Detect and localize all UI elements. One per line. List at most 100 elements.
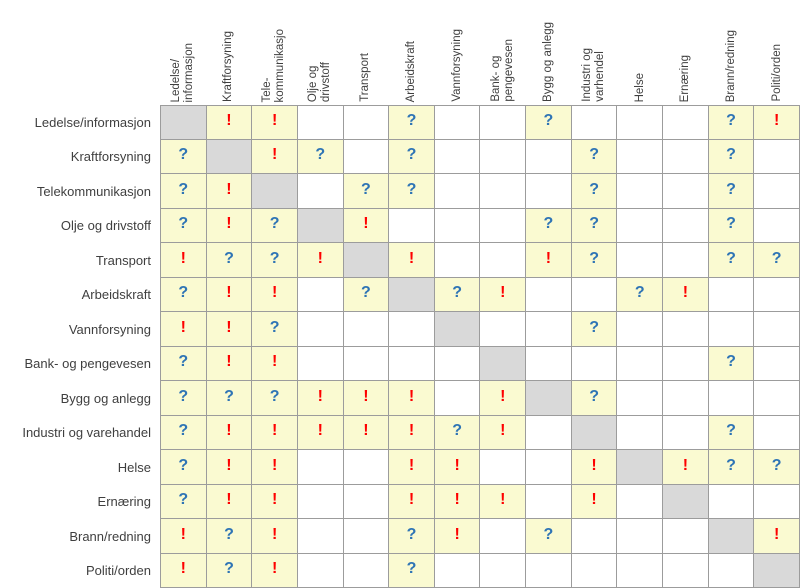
empty-cell bbox=[663, 105, 709, 140]
diagonal-cell bbox=[252, 174, 298, 209]
empty-cell bbox=[297, 519, 344, 554]
question-mark: ? bbox=[589, 146, 599, 164]
exclamation-mark: ! bbox=[271, 560, 278, 578]
empty-cell bbox=[617, 553, 664, 588]
matrix-row-cells: !??!!!??? bbox=[160, 243, 800, 278]
exclamation-mark: ! bbox=[226, 284, 232, 302]
exclamation-mark: ! bbox=[226, 456, 232, 474]
matrix-cell-critical: ! bbox=[206, 484, 253, 519]
exclamation-mark: ! bbox=[271, 422, 278, 440]
exclamation-mark: ! bbox=[180, 249, 186, 267]
column-header: Olje og drivstoff bbox=[297, 0, 343, 105]
question-mark: ? bbox=[589, 387, 599, 405]
exclamation-mark: ! bbox=[226, 422, 232, 440]
matrix-cell-uncertain: ? bbox=[571, 139, 618, 174]
column-headers: Ledelse/ informasjon Kraftforsyning Tele- … bbox=[160, 0, 800, 105]
question-mark: ? bbox=[589, 215, 599, 233]
matrix-cell-critical: ! bbox=[161, 312, 207, 347]
row-header: Ledelse/informasjon bbox=[34, 114, 151, 130]
matrix-row: Ernæring?!!!!!! bbox=[0, 484, 800, 519]
question-mark: ? bbox=[178, 353, 189, 371]
empty-cell bbox=[663, 208, 709, 243]
exclamation-mark: ! bbox=[317, 422, 323, 440]
column-header-label: Ernæring bbox=[679, 54, 692, 102]
matrix-cell-uncertain: ? bbox=[526, 105, 572, 140]
question-mark: ? bbox=[589, 249, 599, 267]
exclamation-mark: ! bbox=[271, 525, 278, 543]
matrix-cell-uncertain: ? bbox=[754, 243, 800, 278]
empty-cell bbox=[480, 450, 527, 485]
matrix-cell-uncertain: ? bbox=[617, 277, 664, 312]
exclamation-mark: ! bbox=[408, 387, 415, 405]
empty-cell bbox=[480, 519, 527, 554]
empty-cell bbox=[663, 346, 709, 381]
question-mark: ? bbox=[360, 180, 371, 198]
question-mark: ? bbox=[178, 491, 189, 509]
matrix-cell-uncertain: ? bbox=[161, 139, 207, 174]
matrix-cell-critical: ! bbox=[526, 243, 572, 278]
question-mark: ? bbox=[178, 387, 189, 405]
matrix-cell-critical: ! bbox=[252, 450, 298, 485]
question-mark: ? bbox=[406, 146, 417, 164]
matrix-cell-uncertain: ? bbox=[161, 346, 207, 381]
empty-cell bbox=[297, 174, 344, 209]
diagonal-cell bbox=[297, 208, 344, 243]
diagonal-cell bbox=[206, 139, 253, 174]
matrix-row-cells: ?!!!!!! bbox=[160, 484, 800, 519]
matrix-cell-critical: ! bbox=[252, 519, 298, 554]
matrix-cell-critical: ! bbox=[252, 484, 298, 519]
question-mark: ? bbox=[269, 318, 280, 336]
exclamation-mark: ! bbox=[271, 353, 278, 371]
exclamation-mark: ! bbox=[591, 491, 597, 509]
empty-cell bbox=[389, 346, 435, 381]
matrix-cell-uncertain: ? bbox=[389, 553, 435, 588]
matrix-row: Helse?!!!!!!?? bbox=[0, 450, 800, 485]
question-mark: ? bbox=[726, 353, 736, 371]
empty-cell bbox=[480, 243, 527, 278]
column-header-label: Olje og drivstoff bbox=[307, 61, 333, 102]
matrix-body: Ledelse/informasjon!!???! Kraftforsyning?… bbox=[0, 105, 800, 588]
diagonal-cell bbox=[754, 553, 800, 588]
empty-cell bbox=[663, 415, 709, 450]
row-header: Bygg og anlegg bbox=[60, 390, 151, 406]
matrix-cell-uncertain: ? bbox=[526, 519, 572, 554]
matrix-cell-critical: ! bbox=[206, 174, 253, 209]
empty-cell bbox=[754, 174, 800, 209]
matrix-cell-critical: ! bbox=[343, 208, 390, 243]
empty-cell bbox=[617, 243, 664, 278]
exclamation-mark: ! bbox=[454, 525, 460, 543]
column-header-label: Kraftforsyning bbox=[222, 31, 235, 102]
matrix-cell-critical: ! bbox=[252, 415, 298, 450]
exclamation-mark: ! bbox=[317, 387, 323, 405]
matrix-cell-critical: ! bbox=[663, 277, 709, 312]
matrix-cell-critical: ! bbox=[754, 519, 800, 554]
matrix-cell-uncertain: ? bbox=[252, 243, 298, 278]
matrix-cell-critical: ! bbox=[206, 415, 253, 450]
question-mark: ? bbox=[726, 180, 736, 198]
row-header: Arbeidskraft bbox=[81, 287, 151, 303]
matrix-cell-critical: ! bbox=[571, 484, 618, 519]
empty-cell bbox=[343, 105, 390, 140]
empty-cell bbox=[663, 312, 709, 347]
matrix-row-cells: !?!? bbox=[160, 553, 800, 588]
column-header: Industri og varhendel bbox=[571, 0, 617, 105]
question-mark: ? bbox=[634, 284, 645, 302]
empty-cell bbox=[526, 277, 572, 312]
matrix-row-cells: ?!???? bbox=[160, 174, 800, 209]
matrix-cell-uncertain: ? bbox=[434, 277, 481, 312]
empty-cell bbox=[754, 346, 800, 381]
exclamation-mark: ! bbox=[180, 560, 186, 578]
matrix-cell-critical: ! bbox=[252, 277, 298, 312]
empty-cell bbox=[297, 484, 344, 519]
matrix-cell-uncertain: ? bbox=[708, 450, 755, 485]
empty-cell bbox=[617, 381, 664, 416]
matrix-cell-critical: ! bbox=[571, 450, 618, 485]
question-mark: ? bbox=[406, 560, 417, 578]
matrix-cell-critical: ! bbox=[434, 484, 481, 519]
empty-cell bbox=[343, 312, 390, 347]
matrix-cell-critical: ! bbox=[161, 553, 207, 588]
empty-cell bbox=[389, 208, 435, 243]
column-header: Helse bbox=[617, 0, 663, 105]
question-mark: ? bbox=[178, 180, 189, 198]
empty-cell bbox=[708, 553, 755, 588]
